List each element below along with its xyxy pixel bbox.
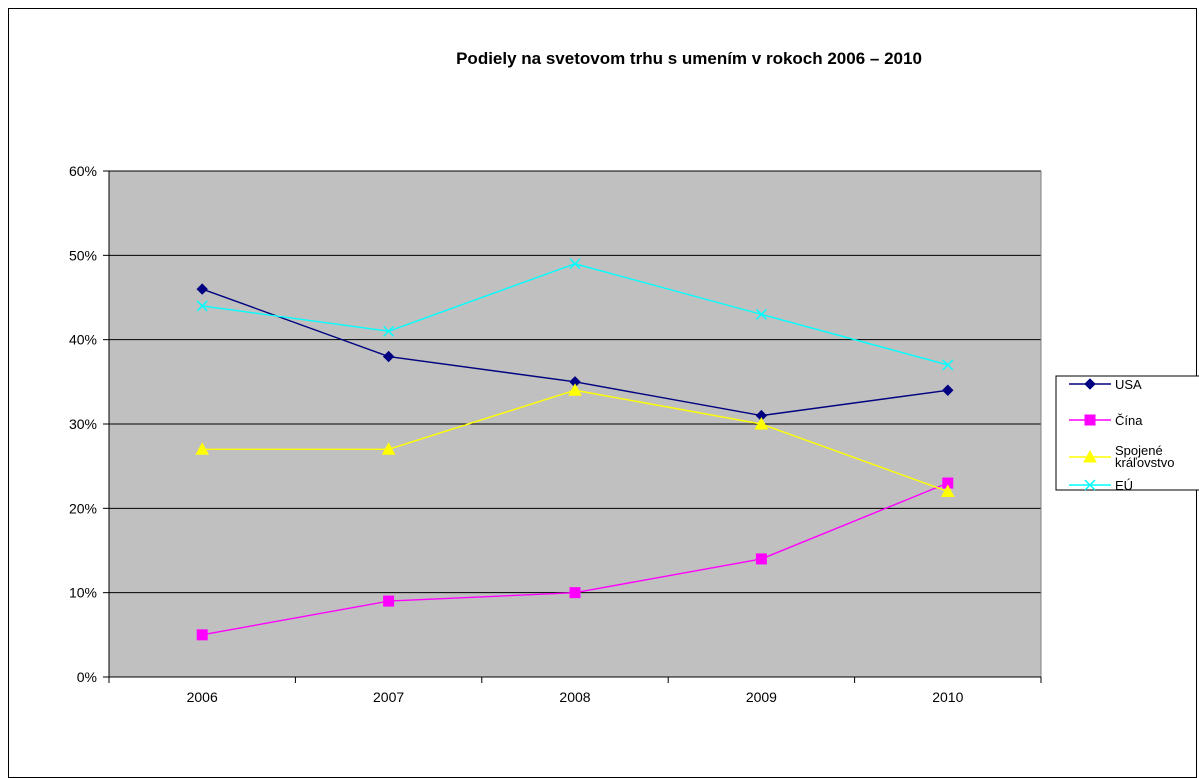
x-tick-label: 2010 — [932, 689, 963, 705]
y-axis-ticks: 0% 10% 20% 30% 40% 50% 60% — [69, 163, 109, 685]
data-point — [940, 484, 955, 497]
data-point — [569, 258, 581, 270]
data-point — [196, 283, 208, 295]
gridlines — [109, 170, 1042, 677]
legend: USA Čína Spojené kráľovstvo EÚ — [1055, 375, 1199, 493]
series-4 — [196, 258, 954, 371]
data-point — [942, 384, 954, 396]
x-tick-label: 2008 — [559, 689, 590, 705]
legend-box — [1055, 375, 1199, 491]
data-point — [383, 595, 395, 607]
data-point — [196, 629, 208, 641]
legend-label: USA — [1115, 377, 1142, 392]
data-point — [568, 383, 582, 396]
y-tick-label: 20% — [69, 500, 97, 516]
y-tick-label: 10% — [69, 585, 97, 601]
legend-marker — [1083, 449, 1097, 463]
data-point — [382, 350, 395, 363]
legend-label: Čína — [1115, 413, 1143, 428]
data-point — [381, 442, 396, 455]
y-tick-label: 0% — [77, 669, 97, 685]
y-tick-label: 60% — [69, 163, 97, 179]
data-point — [754, 416, 769, 430]
data-point — [196, 300, 208, 312]
legend-label: Spojené kráľovstvo — [1115, 443, 1174, 470]
y-tick-label: 50% — [69, 247, 97, 263]
x-tick-label: 2006 — [187, 689, 218, 705]
y-tick-label: 40% — [69, 332, 97, 348]
legend-label: EÚ — [1115, 478, 1133, 493]
data-point — [195, 442, 210, 455]
legend-marker — [1084, 414, 1096, 426]
y-tick-label: 30% — [69, 416, 97, 432]
data-point — [755, 553, 767, 565]
legend-marker — [1084, 378, 1096, 390]
legend-marker — [1084, 479, 1096, 491]
data-point — [383, 325, 395, 337]
x-tick-label: 2009 — [746, 689, 777, 705]
series-2 — [196, 477, 954, 641]
data-point — [569, 587, 581, 599]
series-3 — [195, 383, 955, 497]
chart-title: Podiely na svetovom trhu s umením v roko… — [456, 49, 922, 68]
data-point — [942, 359, 954, 371]
series-layer — [195, 258, 955, 641]
data-point — [755, 308, 767, 320]
x-tick-label: 2007 — [373, 689, 404, 705]
x-axis-ticks: 2006 2007 2008 2009 2010 — [108, 677, 1042, 705]
